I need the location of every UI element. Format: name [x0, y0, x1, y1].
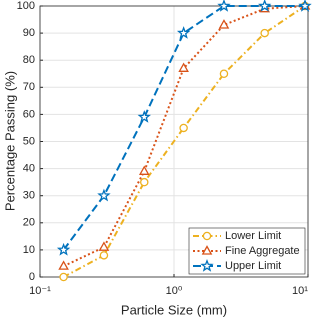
- y-tick-label: 20: [23, 217, 35, 229]
- y-tick-label: 0: [29, 271, 35, 283]
- marker: [56, 242, 71, 256]
- marker: [260, 28, 269, 38]
- legend-label: Fine Aggregate: [225, 245, 300, 257]
- marker: [178, 62, 189, 72]
- x-tick-label: 10¹: [292, 285, 308, 297]
- x-tick-label: 10⁰: [166, 285, 183, 297]
- marker: [298, 0, 312, 12]
- marker: [176, 26, 191, 39]
- marker: [202, 231, 212, 241]
- marker: [58, 260, 69, 270]
- x-tick-label: 10⁻¹: [29, 285, 51, 297]
- y-tick-label: 10: [23, 244, 35, 256]
- y-tick-label: 70: [23, 81, 35, 93]
- marker: [137, 110, 151, 123]
- legend-label: Upper Limit: [225, 260, 281, 272]
- marker: [140, 177, 149, 187]
- marker: [138, 165, 150, 175]
- marker: [179, 123, 188, 133]
- marker: [59, 272, 68, 282]
- axes-box: [39, 5, 309, 278]
- marker: [218, 19, 230, 29]
- y-tick-label: 40: [23, 163, 35, 175]
- marker: [98, 241, 110, 251]
- marker: [257, 0, 272, 12]
- y-tick-label: 100: [17, 0, 35, 12]
- y-tick-label: 90: [23, 27, 35, 39]
- y-tick-label: 60: [23, 108, 35, 120]
- marker: [99, 251, 109, 260]
- marker: [97, 188, 111, 202]
- y-tick-label: 80: [23, 54, 35, 66]
- marker: [200, 258, 214, 272]
- marker: [219, 69, 229, 79]
- legend: Lower Limit Fine Aggregate Upper Limit: [188, 227, 306, 275]
- y-axis-title: Percentage Passing (%): [2, 71, 17, 211]
- x-axis-title: Particle Size (mm): [121, 302, 227, 317]
- marker: [201, 245, 213, 255]
- legend-label: Lower Limit: [225, 230, 281, 242]
- marker: [217, 0, 231, 12]
- y-tick-label: 30: [23, 190, 35, 202]
- y-tick-label: 50: [23, 135, 35, 147]
